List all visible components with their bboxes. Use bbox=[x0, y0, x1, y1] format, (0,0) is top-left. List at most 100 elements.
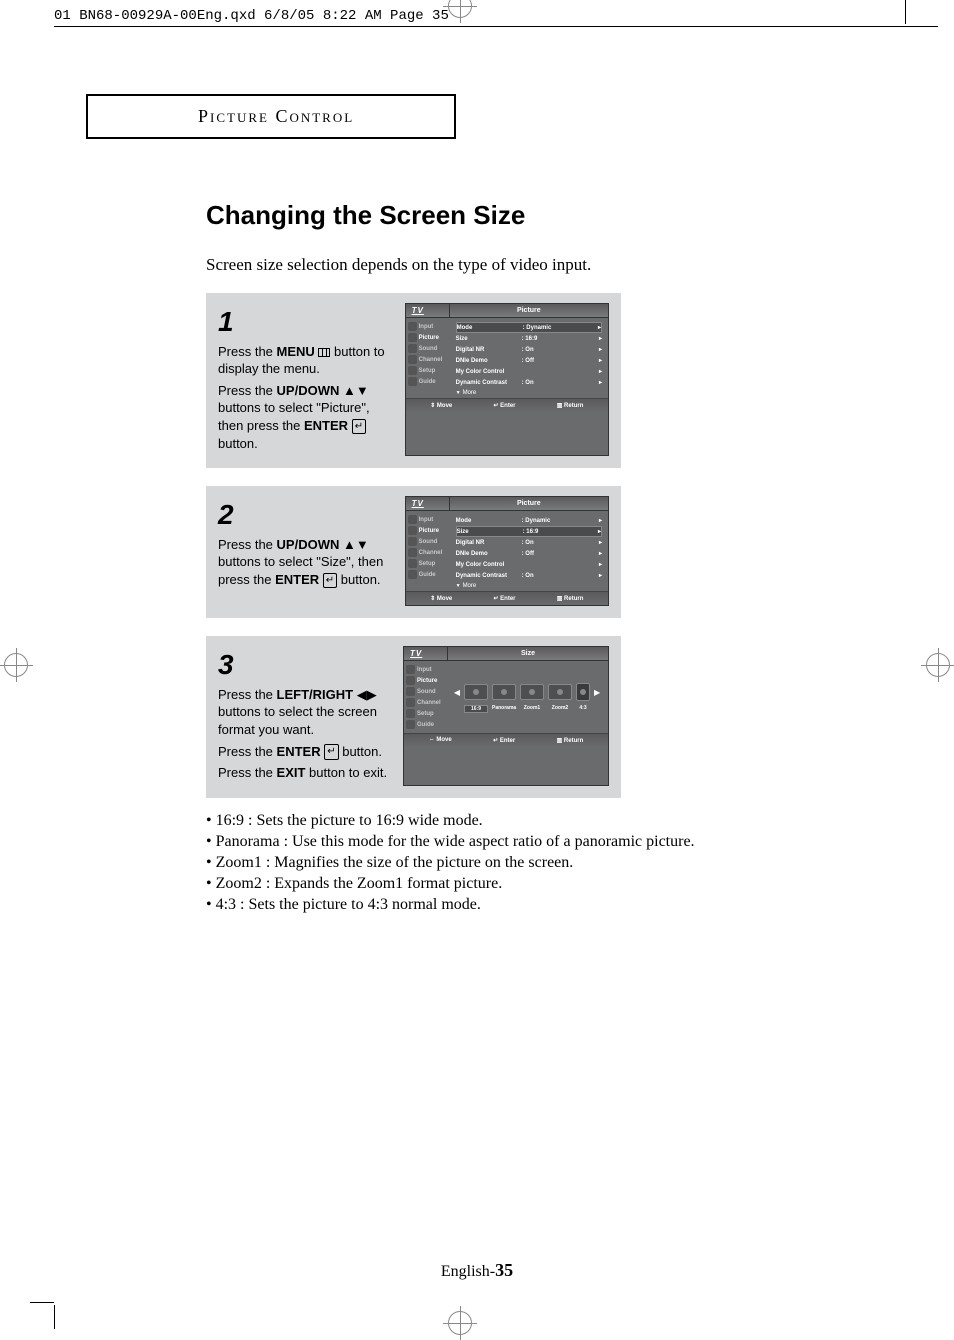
osd-nav-picture: Picture bbox=[408, 332, 448, 343]
osd-row-label: Dynamic Contrast bbox=[456, 380, 522, 386]
osd-nav-channel: Channel bbox=[408, 547, 448, 558]
nav-icon bbox=[406, 698, 415, 707]
step-instruction: Press the UP/DOWN ▲▼ buttons to select "… bbox=[218, 536, 393, 589]
nav-icon bbox=[408, 377, 417, 386]
size-label-Zoom2: Zoom2 bbox=[548, 705, 572, 713]
osd-tv-label: TV bbox=[406, 304, 450, 318]
nav-label: Guide bbox=[419, 379, 436, 385]
crop-mark bbox=[30, 1302, 54, 1303]
osd-row-label: Size bbox=[456, 336, 522, 342]
osd-nav-picture: Picture bbox=[408, 525, 448, 536]
nav-label: Sound bbox=[417, 689, 436, 695]
nav-label: Picture bbox=[419, 528, 439, 534]
osd-screenshot: TV Picture InputPictureSoundChannelSetup… bbox=[405, 303, 609, 456]
thumb-dot bbox=[529, 689, 535, 695]
osd-row: Dynamic Contrast: On▸ bbox=[456, 377, 602, 388]
osd-footer: ⇔ Move ↵ Enter ▥ Return bbox=[404, 733, 608, 747]
osd-body: Input Picture Sound ChannelSetupGuide ◀▶ 16… bbox=[404, 661, 608, 733]
header-rule bbox=[54, 26, 938, 27]
osd-foot-move: ⇕ Move bbox=[430, 402, 452, 409]
reg-mark-left bbox=[4, 653, 28, 677]
osd-row-label: My Color Control bbox=[456, 369, 522, 375]
reg-mark-right bbox=[926, 653, 950, 677]
osd-nav-sound: Sound bbox=[408, 536, 448, 547]
nav-label: Picture bbox=[417, 678, 437, 684]
osd-row-arrow: ▸ bbox=[594, 368, 602, 375]
nav-label: Picture bbox=[419, 335, 439, 341]
step-instruction: Press the EXIT button to exit. bbox=[218, 764, 391, 782]
enter-icon: ↵ bbox=[352, 419, 366, 435]
nav-label: Input bbox=[417, 667, 432, 673]
osd-more: More bbox=[456, 583, 602, 589]
osd-body: InputPictureSoundChannelSetupGuide Mode:… bbox=[406, 511, 608, 591]
section-header-box: Picture Control bbox=[86, 94, 456, 139]
size-thumb-Zoom1 bbox=[520, 684, 544, 700]
thumb-dot bbox=[501, 689, 507, 695]
osd-header: TV Picture bbox=[406, 497, 608, 511]
osd-row-label: My Color Control bbox=[456, 562, 522, 568]
osd-row-label: Size bbox=[457, 529, 523, 535]
osd-nav-sound: Sound bbox=[408, 343, 448, 354]
osd-row-value: : Dynamic bbox=[522, 518, 594, 524]
nav-icon bbox=[408, 322, 417, 331]
osd-row: Mode: Dynamic▸ bbox=[456, 515, 602, 526]
step-instruction: Press the ENTER ↵ button. bbox=[218, 743, 391, 761]
nav-label: Setup bbox=[419, 561, 436, 567]
step-1: 1 Press the MENU button to display the m… bbox=[206, 293, 621, 468]
osd-foot-return: ▥ Return bbox=[557, 737, 584, 744]
osd-size-content: ◀▶ 16:9PanoramaZoom1Zoom24:3 bbox=[446, 661, 608, 733]
osd-row-arrow: ▸ bbox=[593, 528, 601, 535]
osd-row: Mode: Dynamic▸ bbox=[456, 322, 602, 333]
osd-title: Picture bbox=[450, 497, 608, 511]
osd-row-value: : Off bbox=[522, 551, 594, 557]
osd-row-arrow: ▸ bbox=[594, 517, 602, 524]
osd-row-arrow: ▸ bbox=[594, 357, 602, 364]
osd-nav-guide: Guide bbox=[406, 719, 444, 730]
osd-row-value: : On bbox=[522, 573, 594, 579]
nav-icon bbox=[406, 720, 415, 729]
nav-icon bbox=[408, 526, 417, 535]
nav-label: Sound bbox=[419, 346, 438, 352]
osd-content: Mode: Dynamic▸Size: 16:9▸Digital NR: On▸… bbox=[450, 318, 608, 398]
enter-icon: ↵ bbox=[324, 744, 338, 760]
osd-row: Digital NR: On▸ bbox=[456, 537, 602, 548]
size-thumbs-row: ◀▶ bbox=[452, 683, 602, 701]
osd-row: My Color Control ▸ bbox=[456, 366, 602, 377]
nav-icon bbox=[408, 333, 417, 342]
osd-nav-channel: Channel bbox=[406, 697, 444, 708]
step-number: 3 bbox=[218, 646, 391, 684]
osd-row-value: : 16:9 bbox=[522, 336, 594, 342]
bullet-item: • 4:3 : Sets the picture to 4:3 normal m… bbox=[206, 896, 876, 914]
right-arrow-icon: ▶ bbox=[594, 688, 600, 697]
osd-nav-setup: Setup bbox=[406, 708, 444, 719]
nav-icon bbox=[406, 687, 415, 696]
osd-nav: Input Picture Sound ChannelSetupGuide bbox=[404, 661, 446, 733]
bullet-item: • Panorama : Use this mode for the wide … bbox=[206, 833, 876, 851]
osd-header: TV Picture bbox=[406, 304, 608, 318]
reg-mark-bottom bbox=[448, 1311, 472, 1335]
step-instruction: Press the MENU button to display the men… bbox=[218, 343, 393, 378]
osd-footer: ⇕ Move ↵ Enter ▥ Return bbox=[406, 591, 608, 605]
bullet-item: • Zoom2 : Expands the Zoom1 format pictu… bbox=[206, 875, 876, 893]
osd-row-label: Digital NR bbox=[456, 347, 522, 353]
osd-row: Dynamic Contrast: On▸ bbox=[456, 570, 602, 581]
step-number: 1 bbox=[218, 303, 393, 341]
osd-row-value: : On bbox=[522, 380, 594, 386]
nav-label: Setup bbox=[419, 368, 436, 374]
leftright-icon: ◀▶ bbox=[357, 687, 377, 702]
osd-row: DNIe Demo: Off▸ bbox=[456, 355, 602, 366]
size-label-16:9: 16:9 bbox=[464, 705, 488, 713]
footer-page-num: 35 bbox=[495, 1260, 513, 1280]
osd-nav-setup: Setup bbox=[408, 365, 448, 376]
menu-icon bbox=[318, 348, 330, 357]
page-footer: English-35 bbox=[0, 1260, 954, 1281]
osd-row: DNIe Demo: Off▸ bbox=[456, 548, 602, 559]
osd-row-label: DNIe Demo bbox=[456, 551, 522, 557]
nav-icon bbox=[408, 344, 417, 353]
osd-row-arrow: ▸ bbox=[594, 335, 602, 342]
osd-row-arrow: ▸ bbox=[594, 561, 602, 568]
nav-icon bbox=[408, 570, 417, 579]
osd-nav: InputPictureSoundChannelSetupGuide bbox=[406, 318, 450, 398]
osd-foot-enter: ↵ Enter bbox=[493, 595, 515, 602]
crop-mark bbox=[54, 1305, 55, 1329]
